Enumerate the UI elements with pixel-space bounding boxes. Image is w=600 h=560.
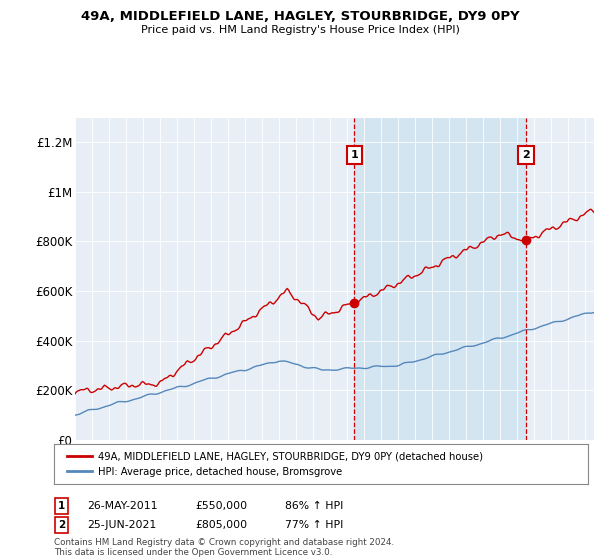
Text: £550,000: £550,000	[195, 501, 247, 511]
Text: £805,000: £805,000	[195, 520, 247, 530]
Text: 2: 2	[522, 150, 530, 160]
Text: 25-JUN-2021: 25-JUN-2021	[87, 520, 156, 530]
Bar	[355, 118, 526, 440]
Text: 49A, MIDDLEFIELD LANE, HAGLEY, STOURBRIDGE, DY9 0PY: 49A, MIDDLEFIELD LANE, HAGLEY, STOURBRID…	[80, 10, 520, 22]
Text: 1: 1	[58, 501, 65, 511]
Text: 86% ↑ HPI: 86% ↑ HPI	[285, 501, 343, 511]
Text: 77% ↑ HPI: 77% ↑ HPI	[285, 520, 343, 530]
Text: 2: 2	[58, 520, 65, 530]
Text: Price paid vs. HM Land Registry's House Price Index (HPI): Price paid vs. HM Land Registry's House …	[140, 25, 460, 35]
Legend: 49A, MIDDLEFIELD LANE, HAGLEY, STOURBRIDGE, DY9 0PY (detached house), HPI: Avera: 49A, MIDDLEFIELD LANE, HAGLEY, STOURBRID…	[62, 447, 488, 482]
Text: 26-MAY-2011: 26-MAY-2011	[87, 501, 157, 511]
Text: 1: 1	[350, 150, 358, 160]
Text: Contains HM Land Registry data © Crown copyright and database right 2024.
This d: Contains HM Land Registry data © Crown c…	[54, 538, 394, 557]
